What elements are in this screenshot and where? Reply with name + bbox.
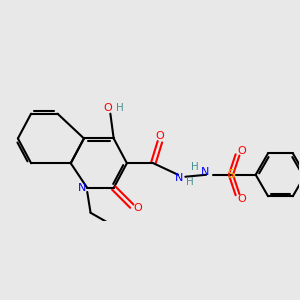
Text: O: O xyxy=(103,103,112,113)
Text: H: H xyxy=(191,161,199,172)
Text: O: O xyxy=(155,131,164,141)
Text: S: S xyxy=(227,168,235,181)
Text: O: O xyxy=(134,203,142,213)
Text: O: O xyxy=(237,146,246,156)
Text: N: N xyxy=(175,173,183,183)
Text: N: N xyxy=(78,183,86,193)
Text: H: H xyxy=(116,103,124,113)
Text: N: N xyxy=(201,167,210,178)
Text: O: O xyxy=(237,194,246,203)
Text: H: H xyxy=(186,177,194,187)
